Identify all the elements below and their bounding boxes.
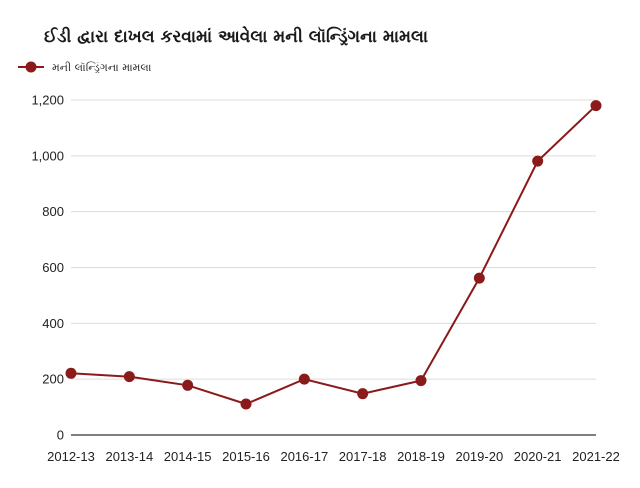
chart-title: ઈડી દ્વારા દાખલ કરવામાં આવેલા મની લૉન્ડ્…: [44, 25, 428, 47]
x-tick-label: 2021-22: [572, 449, 620, 464]
data-point: [590, 100, 602, 112]
x-tick-label: 2016-17: [280, 449, 328, 464]
data-point: [240, 398, 252, 410]
data-point: [415, 375, 427, 387]
x-tick-label: 2020-21: [514, 449, 562, 464]
y-tick-label: 800: [42, 204, 64, 219]
x-tick-label: 2014-15: [164, 449, 212, 464]
data-point: [532, 155, 544, 167]
y-tick-label: 600: [42, 260, 64, 275]
data-point: [65, 367, 77, 379]
series-path: [70, 104, 597, 406]
data-point: [357, 388, 369, 400]
y-tick-label: 1,000: [31, 148, 64, 163]
y-tick-label: 1,200: [31, 93, 64, 108]
data-point: [182, 379, 194, 391]
x-tick-label: 2017-18: [339, 449, 387, 464]
x-axis-ticks: 2012-13 2013-14 2014-15 2015-16 2016-17 2017-…: [47, 449, 620, 464]
y-tick-label: 200: [42, 372, 64, 387]
y-tick-label: 400: [42, 316, 64, 331]
x-tick-label: 2019-20: [455, 449, 503, 464]
x-tick-label: 2015-16: [222, 449, 270, 464]
legend: મની લૉન્ડ્રિંગના મામલા: [18, 61, 152, 75]
x-tick-label: 2013-14: [105, 449, 153, 464]
y-axis-ticks: 0 200 400 600 800 1,000 1,200: [31, 93, 64, 443]
data-point: [298, 373, 310, 385]
legend-label: મની લૉન્ડ્રિંગના મામલા: [52, 61, 152, 75]
legend-marker: [25, 61, 37, 73]
series-line: [65, 100, 602, 410]
gridlines: [71, 99, 596, 380]
x-tick-label: 2012-13: [47, 449, 95, 464]
data-point: [473, 272, 485, 284]
data-point: [123, 371, 135, 383]
y-tick-label: 0: [57, 428, 64, 443]
x-tick-label: 2018-19: [397, 449, 445, 464]
